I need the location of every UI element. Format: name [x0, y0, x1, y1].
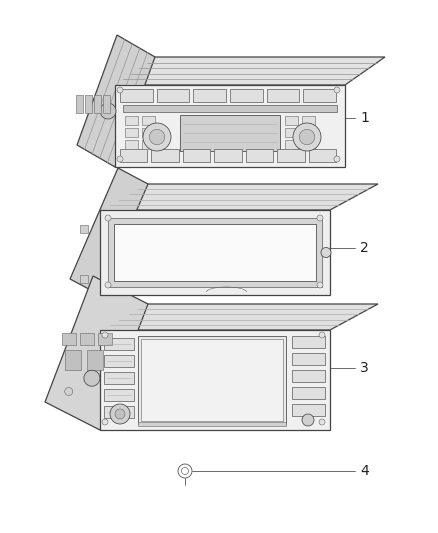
Bar: [142, 116, 155, 125]
Bar: [98, 333, 112, 345]
Circle shape: [299, 130, 314, 144]
Bar: [103, 94, 110, 112]
Bar: [85, 94, 92, 112]
Bar: [193, 89, 226, 102]
Circle shape: [334, 87, 340, 93]
Polygon shape: [45, 276, 148, 430]
Circle shape: [317, 215, 323, 221]
Bar: [302, 116, 315, 125]
Bar: [309, 149, 336, 162]
Bar: [292, 387, 325, 399]
Bar: [277, 149, 304, 162]
Bar: [76, 94, 83, 112]
Bar: [125, 140, 138, 149]
Bar: [180, 115, 280, 151]
Bar: [80, 333, 94, 345]
Bar: [125, 116, 138, 125]
Circle shape: [321, 247, 331, 257]
Text: 2: 2: [360, 241, 369, 255]
Bar: [138, 422, 286, 426]
Circle shape: [65, 387, 73, 395]
Bar: [94, 94, 101, 112]
Circle shape: [105, 282, 111, 288]
Bar: [285, 140, 298, 149]
Bar: [267, 89, 299, 102]
Circle shape: [317, 282, 323, 288]
Circle shape: [100, 103, 116, 119]
Bar: [115, 85, 345, 167]
Bar: [304, 89, 336, 102]
Polygon shape: [115, 57, 385, 85]
Bar: [125, 128, 138, 137]
Bar: [87, 350, 103, 370]
Circle shape: [117, 87, 123, 93]
Bar: [138, 336, 286, 424]
Bar: [80, 275, 88, 283]
Circle shape: [319, 419, 325, 425]
Bar: [62, 333, 76, 345]
Bar: [183, 149, 210, 162]
Polygon shape: [77, 35, 155, 167]
Bar: [100, 210, 330, 295]
Text: 1: 1: [360, 111, 369, 125]
Bar: [120, 89, 153, 102]
Polygon shape: [70, 168, 148, 295]
Bar: [285, 128, 298, 137]
Text: 4: 4: [360, 464, 369, 478]
Bar: [141, 339, 283, 421]
Bar: [108, 218, 322, 287]
Bar: [246, 149, 273, 162]
Circle shape: [319, 332, 325, 338]
Bar: [104, 372, 134, 384]
Bar: [104, 389, 134, 401]
Bar: [152, 149, 179, 162]
Circle shape: [117, 156, 123, 162]
Bar: [292, 353, 325, 365]
Bar: [142, 128, 155, 137]
Bar: [302, 140, 315, 149]
Circle shape: [115, 409, 125, 419]
Bar: [104, 338, 134, 350]
Bar: [100, 330, 330, 430]
Bar: [104, 355, 134, 367]
Bar: [142, 140, 155, 149]
Bar: [230, 89, 263, 102]
Polygon shape: [100, 184, 378, 210]
Bar: [214, 149, 242, 162]
Bar: [292, 370, 325, 382]
Bar: [65, 350, 81, 370]
Bar: [157, 89, 189, 102]
Bar: [104, 406, 134, 418]
Circle shape: [102, 332, 108, 338]
Bar: [292, 336, 325, 348]
Polygon shape: [100, 304, 378, 330]
Text: 3: 3: [360, 361, 369, 375]
Circle shape: [110, 404, 130, 424]
Bar: [123, 105, 337, 112]
Bar: [285, 116, 298, 125]
Bar: [80, 225, 88, 233]
Circle shape: [102, 419, 108, 425]
Circle shape: [143, 123, 171, 151]
Bar: [302, 128, 315, 137]
Circle shape: [302, 414, 314, 426]
Bar: [120, 149, 148, 162]
Bar: [114, 224, 316, 281]
Circle shape: [149, 130, 165, 144]
Circle shape: [334, 156, 340, 162]
Circle shape: [105, 215, 111, 221]
Circle shape: [293, 123, 321, 151]
Bar: [292, 404, 325, 416]
Circle shape: [84, 370, 100, 386]
